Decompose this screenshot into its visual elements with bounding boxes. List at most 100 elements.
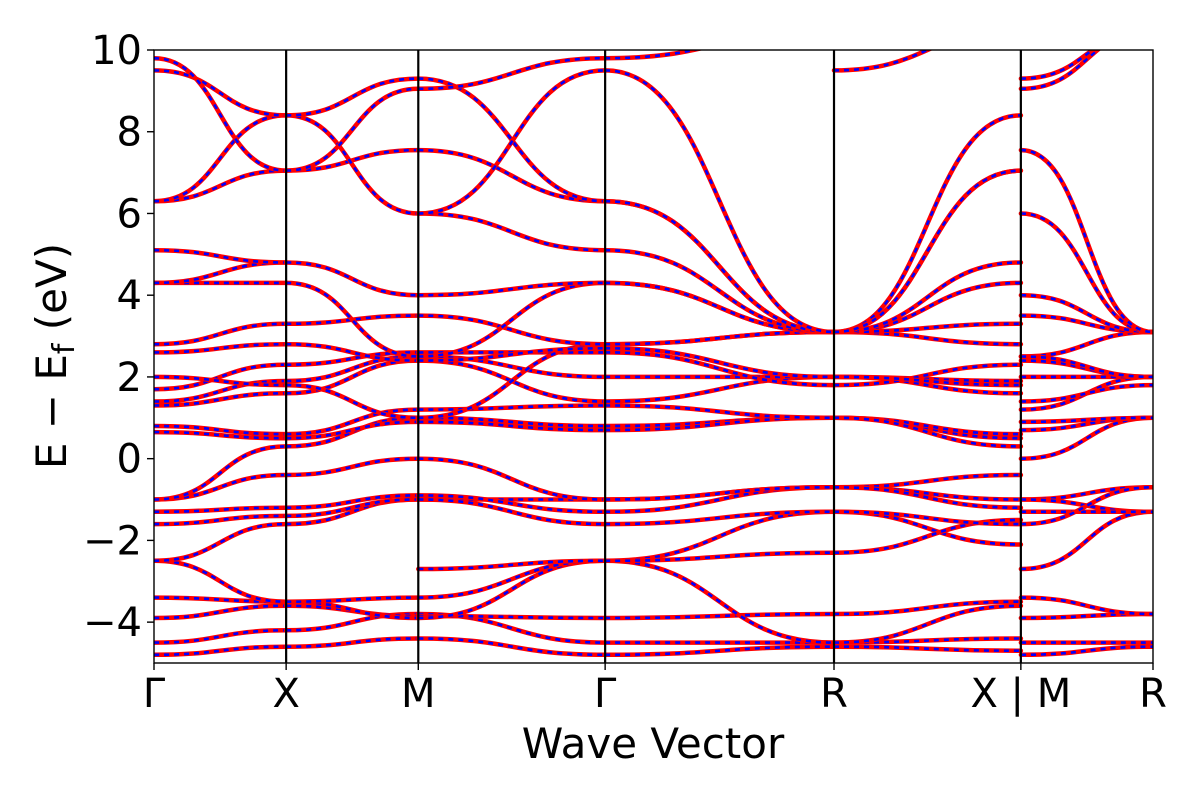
band-line-series-2 (418, 359, 606, 403)
band-line-series-1 (602, 374, 837, 404)
y-axis-title-sub: f (47, 342, 82, 354)
band-line-series-2 (154, 629, 287, 644)
band-line-series-1 (602, 50, 705, 61)
band-line-series-2 (286, 596, 419, 603)
band-line-series-1 (1018, 595, 1153, 617)
band-line-series-2 (418, 457, 606, 501)
x-tick-label: X (272, 671, 299, 717)
band-line-series-1 (416, 456, 608, 502)
x-tick-label: Γ (143, 671, 166, 717)
band-line-series-2 (418, 69, 606, 215)
band-line-series-2 (418, 416, 606, 428)
y-tick-label: 8 (117, 110, 142, 156)
band-line-series-2 (418, 148, 606, 203)
band-line-series-2 (418, 281, 606, 358)
band-line-series-1 (154, 628, 289, 645)
band-line-series-1 (1018, 382, 1153, 404)
band-line-series-2 (418, 404, 606, 411)
band-line-series-1 (1018, 147, 1153, 335)
band-line-series-2 (605, 404, 835, 420)
band-line-series-2 (286, 342, 419, 362)
band-line-series-2 (833, 114, 1021, 334)
band-line-series-2 (833, 600, 1021, 616)
band-line-series-2 (418, 494, 606, 514)
band-line-series-2 (605, 351, 835, 387)
band-line-series-2 (605, 510, 835, 526)
band-line-series-2 (833, 637, 1021, 644)
band-line-series-1 (602, 350, 837, 388)
band-line-series-2 (833, 363, 1021, 387)
band-line-series-1 (283, 419, 421, 441)
band-line-series-2 (833, 261, 1021, 334)
band-line-series-2 (286, 416, 419, 448)
x-tick-label: Γ (594, 671, 617, 717)
x-axis-title: Wave Vector (522, 719, 785, 768)
band-line-series-2 (154, 322, 287, 346)
band-line-series-2 (418, 637, 606, 657)
band-line-series-2 (418, 56, 606, 91)
band-line-series-2 (1020, 383, 1153, 403)
band-line-series-2 (418, 281, 606, 297)
band-line-series-2 (286, 494, 419, 509)
band-line-series-2 (418, 614, 606, 620)
band-line-series-2 (1020, 645, 1153, 657)
plot-frame (153, 49, 1154, 664)
band-line-series-2 (154, 430, 287, 440)
band-line-series-2 (605, 612, 835, 620)
band-line-series-2 (1020, 148, 1153, 334)
band-line-series-2 (605, 486, 835, 501)
band-line-series-1 (283, 76, 421, 118)
band-line-series-1 (416, 211, 608, 253)
band-line-series-2 (286, 87, 419, 172)
band-line-series-2 (833, 604, 1021, 644)
y-tick-label: 6 (117, 191, 142, 237)
band-line-series-1 (283, 599, 421, 621)
band-line-series-2 (1020, 596, 1153, 616)
band-line-series-2 (1020, 355, 1153, 379)
band-line-series-2 (286, 420, 419, 440)
band-line-series-2 (833, 486, 1021, 509)
y-tick-label: 2 (117, 355, 142, 401)
band-line-series-2 (833, 169, 1021, 334)
y-axis: −4 −2 0 2 4 6 8 10 (83, 28, 154, 646)
band-line-series-2 (286, 498, 419, 526)
band-line-series-2 (605, 347, 835, 379)
band-line-series-1 (154, 521, 289, 564)
band-line-series-2 (833, 322, 1021, 334)
band-line-series-2 (605, 330, 835, 346)
band-line-series-2 (605, 551, 835, 563)
band-line-series-2 (418, 559, 606, 571)
band-line-series-2 (154, 514, 287, 526)
band-line-series-1 (154, 321, 289, 347)
band-line-series-1 (283, 456, 421, 478)
band-line-series-2 (154, 522, 287, 563)
band-line-series-2 (154, 392, 287, 407)
band-line-series-2 (154, 604, 287, 620)
band-line-series-2 (286, 498, 419, 518)
band-line-series-2 (154, 424, 287, 436)
band-line-series-2 (286, 261, 419, 297)
y-axis-title-main: E − E (27, 354, 76, 469)
band-line-series-2 (605, 50, 700, 60)
band-line-series-2 (154, 445, 287, 501)
band-line-series-2 (1020, 293, 1153, 334)
band-line-series-2 (286, 77, 419, 117)
band-line-series-2 (418, 77, 606, 203)
band-line-series-2 (833, 510, 1021, 526)
y-axis-title-unit: (eV) (27, 243, 76, 344)
band-line-series-2 (154, 506, 287, 514)
band-line-series-2 (1020, 416, 1153, 424)
band-line-series-1 (154, 260, 289, 286)
band-line-series-2 (154, 375, 287, 387)
band-line-series-2 (418, 498, 606, 526)
y-tick-label: 10 (91, 28, 142, 74)
band-line-series-2 (833, 375, 1021, 387)
band-line-series-1 (283, 260, 421, 298)
y-tick-label: −4 (83, 600, 142, 646)
band-line-series-1 (154, 603, 289, 621)
band-line-series-2 (833, 416, 1021, 448)
band-line-series-2 (605, 199, 835, 334)
band-line-series-2 (1020, 416, 1153, 460)
band-line-series-2 (1020, 510, 1153, 571)
x-tick-label: X | M (970, 671, 1071, 717)
